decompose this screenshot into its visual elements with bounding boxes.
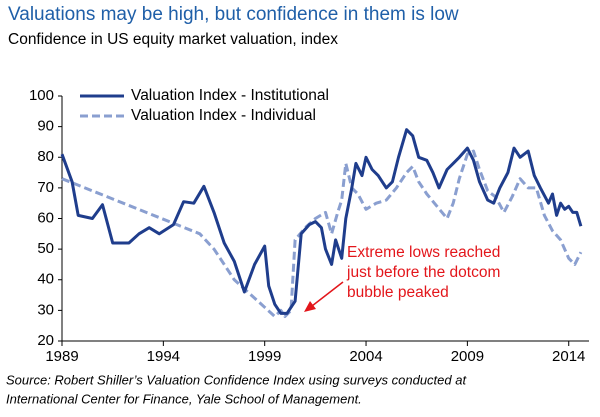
chart-subtitle: Confidence in US equity market valuation… <box>8 31 338 48</box>
annotation: Extreme lows reached <box>347 244 500 261</box>
legend-label: Valuation Index - Institutional <box>131 87 329 104</box>
annotation: bubble peaked <box>347 284 449 301</box>
x-tick-label: 2009 <box>451 348 484 365</box>
x-tick-label: 1989 <box>45 348 78 365</box>
x-tick-label: 1994 <box>147 348 180 365</box>
y-tick-label: 20 <box>37 332 54 349</box>
y-tick-label: 90 <box>37 118 54 135</box>
y-tick-label: 40 <box>37 271 54 288</box>
series-line <box>61 149 583 318</box>
source-note: International Center for Finance, Yale S… <box>6 391 362 406</box>
annotation-arrowhead <box>304 301 316 312</box>
y-tick-label: 100 <box>29 87 54 104</box>
legend-label: Valuation Index - Individual <box>131 107 316 124</box>
x-tick-label: 2014 <box>552 348 585 365</box>
y-tick-label: 50 <box>37 240 54 257</box>
series-line <box>60 128 583 315</box>
x-tick-label: 1999 <box>248 348 281 365</box>
chart-title: Valuations may be high, but confidence i… <box>8 4 459 25</box>
y-tick-label: 30 <box>37 301 54 318</box>
y-tick-label: 60 <box>37 209 54 226</box>
x-tick-label: 2004 <box>349 348 382 365</box>
annotation-arrow <box>311 281 344 307</box>
source-note: Source: Robert Shiller’s Valuation Confi… <box>6 372 467 387</box>
y-tick-label: 80 <box>37 148 54 165</box>
y-tick-label: 70 <box>37 179 54 196</box>
annotation: just before the dotcom <box>346 264 500 281</box>
